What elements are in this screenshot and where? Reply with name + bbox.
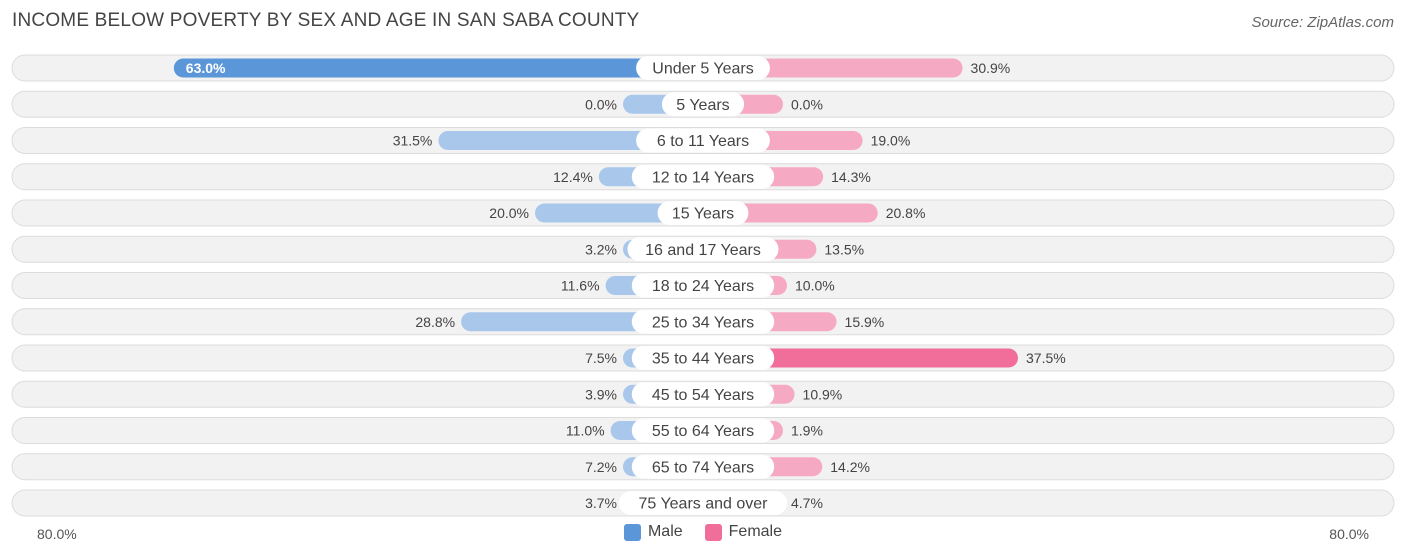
category-label: 25 to 34 Years (652, 314, 754, 331)
category-label: 18 to 24 Years (652, 278, 754, 295)
value-label-male: 7.2% (585, 459, 617, 475)
value-label-male: 63.0% (186, 60, 226, 76)
category-label: 6 to 11 Years (657, 133, 749, 150)
chart-canvas: 63.0% 30.9% Under 5 Years 0.0% 0.0% 5 Years 31… (11, 54, 1395, 517)
value-label-female: 19.0% (871, 133, 911, 149)
legend-swatch-female (704, 523, 722, 541)
category-pill (636, 128, 770, 153)
axis-right-label: 80.0% (1329, 526, 1369, 542)
legend: Male Female (0, 523, 1406, 541)
legend-label-female: Female (728, 523, 783, 540)
bar-male (438, 131, 703, 150)
category-pill (631, 418, 775, 443)
category-label: 35 to 44 Years (652, 351, 754, 368)
category-pill (631, 454, 775, 479)
category-label: Under 5 Years (652, 61, 753, 78)
category-pill (618, 491, 788, 515)
value-label-male: 3.7% (585, 495, 617, 511)
category-pill (657, 201, 749, 225)
category-label: 65 to 74 Years (652, 459, 754, 476)
bar-male (173, 58, 704, 78)
category-label: 75 Years and over (639, 496, 769, 513)
legend-item-female[interactable]: Female (704, 523, 783, 541)
source-note: Source: ZipAtlas.com (1251, 14, 1394, 31)
category-pill (636, 56, 770, 80)
value-label-female: 13.5% (824, 241, 864, 257)
value-label-female: 20.8% (886, 205, 926, 221)
axis-left-label: 80.0% (37, 526, 77, 542)
value-label-female: 37.5% (1026, 350, 1066, 366)
category-pill (631, 164, 775, 189)
value-label-male: 3.2% (585, 241, 617, 257)
value-label-female: 10.9% (803, 386, 843, 402)
category-pill (631, 346, 775, 370)
value-label-male: 11.0% (566, 423, 605, 439)
legend-item-male[interactable]: Male (623, 523, 683, 541)
value-label-male: 7.5% (585, 350, 617, 366)
value-label-male: 12.4% (553, 169, 593, 185)
category-label: 45 to 54 Years (652, 387, 754, 404)
category-pill (627, 237, 779, 262)
chart-title: INCOME BELOW POVERTY BY SEX AND AGE IN S… (12, 10, 640, 31)
bar-female (703, 348, 1018, 368)
value-label-male: 31.5% (393, 133, 433, 149)
value-label-female: 1.9% (791, 423, 823, 439)
category-pill (631, 382, 775, 407)
category-label: 16 and 17 Years (645, 242, 761, 259)
category-pill (631, 273, 775, 298)
value-label-female: 30.9% (971, 60, 1011, 76)
value-label-female: 10.0% (795, 278, 835, 294)
value-label-male: 11.6% (561, 278, 600, 294)
value-label-female: 15.9% (845, 314, 885, 330)
value-label-female: 14.3% (831, 169, 871, 185)
category-label: 12 to 14 Years (652, 169, 754, 186)
legend-swatch-male (623, 523, 641, 541)
category-pill (661, 92, 745, 117)
value-label-male: 28.8% (415, 314, 455, 330)
value-label-male: 3.9% (585, 386, 617, 402)
category-label: 5 Years (676, 97, 729, 114)
category-label: 55 to 64 Years (652, 423, 754, 440)
value-label-female: 4.7% (791, 495, 823, 511)
value-label-female: 14.2% (830, 459, 870, 475)
value-label-male: 0.0% (585, 96, 617, 112)
category-label: 15 Years (672, 206, 734, 223)
value-label-male: 20.0% (489, 205, 529, 221)
legend-label-male: Male (647, 523, 683, 540)
value-label-female: 0.0% (791, 96, 823, 112)
category-pill (631, 309, 775, 334)
